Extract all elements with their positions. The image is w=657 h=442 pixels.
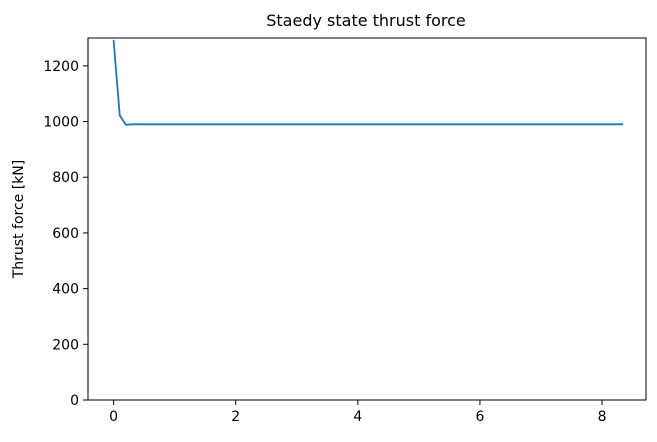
chart-title: Staedy state thrust force <box>266 11 466 30</box>
x-tick-label-8: 8 <box>598 409 607 425</box>
y-tick-label-200: 200 <box>52 337 79 353</box>
y-tick-label-600: 600 <box>52 226 79 242</box>
x-tick-label-2: 2 <box>231 409 240 425</box>
plot-area: 0 2 4 6 8 0 200 400 600 800 1000 1200 <box>43 37 647 425</box>
y-tick-label-800: 800 <box>52 170 79 186</box>
x-tick-label-6: 6 <box>475 409 484 425</box>
y-tick-label-1200: 1200 <box>43 59 79 75</box>
axes-frame <box>87 37 647 401</box>
y-axis-label: Thrust force [kN] <box>11 160 27 280</box>
y-tick-label-400: 400 <box>52 282 79 298</box>
y-tick-label-0: 0 <box>70 393 79 409</box>
series-line-1 <box>112 39 624 126</box>
x-tick-label-0: 0 <box>109 409 118 425</box>
y-tick-label-1000: 1000 <box>43 115 79 131</box>
x-tick-label-4: 4 <box>353 409 362 425</box>
